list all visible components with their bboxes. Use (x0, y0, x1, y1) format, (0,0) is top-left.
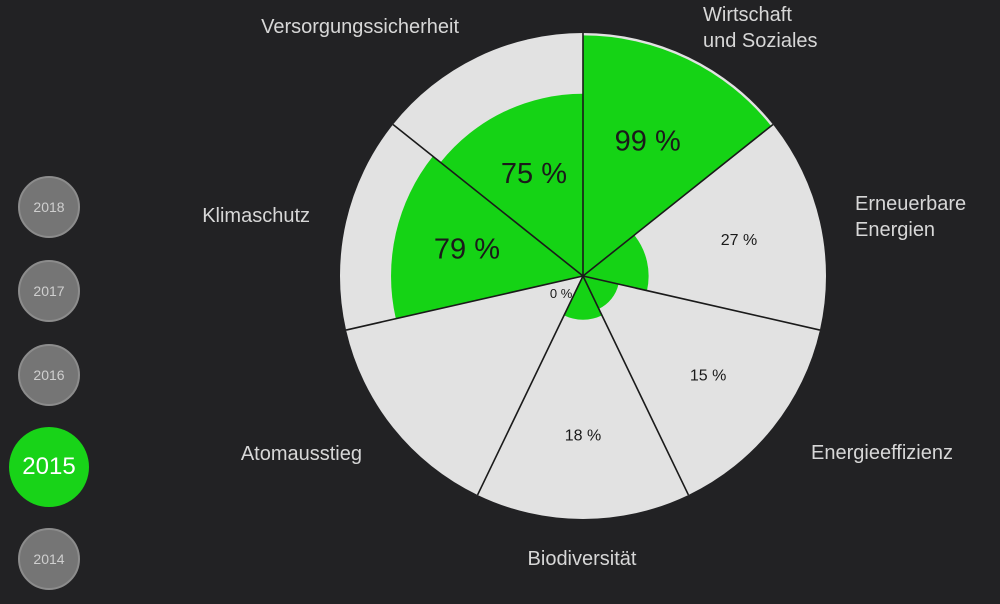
year-button-label: 2015 (22, 453, 76, 480)
value-label: 27 % (721, 232, 757, 249)
year-button-label: 2018 (33, 199, 65, 215)
sector-value[interactable] (440, 93, 583, 276)
value-label: 18 % (565, 428, 601, 445)
year-button-label: 2017 (33, 283, 65, 299)
category-label: Erneuerbare Energien (855, 193, 966, 241)
category-label: Wirtschaft und Soziales (703, 4, 818, 52)
category-label: Biodiversität (528, 548, 637, 570)
sector-divider (582, 275, 690, 496)
sector-background (477, 276, 689, 520)
value-label: 99 % (615, 126, 681, 158)
year-button-2015[interactable]: 2015 (9, 427, 89, 507)
year-button-2017[interactable]: 2017 (18, 260, 80, 322)
category-label: Klimaschutz (202, 205, 310, 227)
sector-divider (582, 275, 821, 331)
category-label: Versorgungssicherheit (261, 16, 459, 38)
sector-value[interactable] (391, 156, 583, 319)
year-button-2016[interactable]: 2016 (18, 344, 80, 406)
year-navigation: 2018 2017 2016 2015 2014 (0, 0, 100, 604)
category-label: Energieeffizienz (811, 442, 953, 464)
year-button-2018[interactable]: 2018 (18, 176, 80, 238)
year-button-label: 2016 (33, 367, 65, 383)
sector-value[interactable] (583, 35, 772, 277)
sector-divider (582, 123, 774, 277)
sector-divider (345, 275, 584, 331)
sector-value[interactable] (564, 276, 602, 320)
sector-background (583, 276, 820, 495)
sector-divider (476, 275, 584, 496)
sector-divider (392, 123, 584, 277)
sector-value[interactable] (583, 235, 649, 291)
year-button-label: 2014 (33, 551, 65, 567)
value-label: 75 % (501, 158, 567, 190)
value-label: 0 % (550, 286, 573, 301)
sector-value[interactable] (583, 276, 619, 309)
sector-background (346, 276, 583, 495)
value-label: 79 % (434, 234, 500, 266)
year-button-2014[interactable]: 2014 (18, 528, 80, 590)
value-label: 15 % (690, 367, 726, 384)
category-label: Atomausstieg (241, 443, 362, 465)
